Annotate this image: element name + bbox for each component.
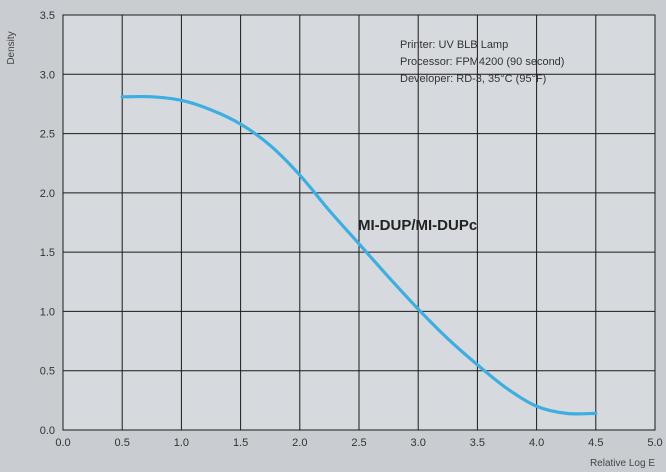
y-tick-label: 3.5: [40, 10, 55, 22]
tick-labels: 0.0 0.5 1.0 1.5 2.0 2.5 3.0 3.5 4.0 4.5 5.0 0.0 0.5 1…: [40, 10, 663, 449]
y-tick-label: 0.0: [40, 425, 55, 437]
series-label: MI-DUP/MI-DUPc: [358, 217, 477, 234]
x-tick-label: 2.5: [351, 437, 366, 449]
y-tick-label: 2.5: [40, 129, 55, 141]
y-tick-label: 0.5: [40, 366, 55, 378]
y-tick-label: 1.5: [40, 247, 55, 259]
x-tick-label: 1.5: [233, 437, 248, 449]
annotation-processor: Processor: FPM4200 (90 second): [400, 56, 564, 68]
x-axis-title: Relative Log E: [590, 458, 655, 469]
y-tick-label: 3.0: [40, 69, 55, 81]
x-tick-label: 1.0: [174, 437, 189, 449]
x-tick-label: 3.5: [470, 437, 485, 449]
x-tick-label: 3.0: [411, 437, 426, 449]
grid: [63, 15, 655, 430]
x-tick-label: 0.0: [55, 437, 70, 449]
x-tick-label: 2.0: [292, 437, 307, 449]
y-axis-title: Density: [6, 31, 17, 64]
x-tick-label: 4.5: [588, 437, 603, 449]
annotation-developer: Developer: RD-3, 35°C (95°F): [400, 73, 546, 85]
series-layer: [120, 94, 598, 416]
series-line: [120, 94, 598, 416]
x-tick-label: 5.0: [647, 437, 662, 449]
annotation-printer: Printer: UV BLB Lamp: [400, 39, 508, 51]
x-tick-label: 0.5: [115, 437, 130, 449]
x-tick-label: 4.0: [529, 437, 544, 449]
y-tick-label: 2.0: [40, 188, 55, 200]
y-tick-label: 1.0: [40, 306, 55, 318]
